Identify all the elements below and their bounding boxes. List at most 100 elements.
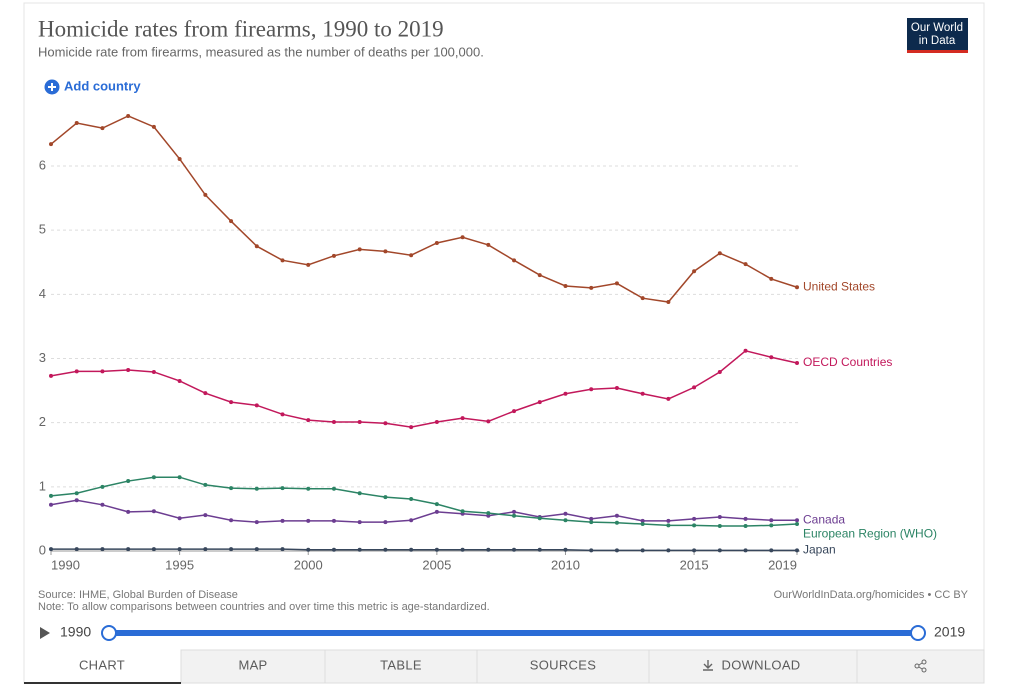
tab-label[interactable]: MAP [238, 657, 267, 672]
data-point [795, 548, 799, 553]
data-point [614, 548, 619, 553]
data-point [126, 509, 131, 514]
data-point [280, 258, 285, 263]
x-tick-label: 1990 [51, 557, 80, 572]
data-point [74, 491, 79, 496]
data-point [537, 516, 542, 521]
data-point [717, 548, 722, 553]
y-tick-label: 6 [39, 157, 46, 172]
data-point [383, 547, 388, 552]
play-button[interactable] [40, 627, 50, 639]
data-point [717, 369, 722, 374]
tab-label[interactable]: DOWNLOAD [722, 657, 801, 672]
data-point [434, 420, 439, 425]
data-point [589, 520, 594, 525]
data-point [383, 520, 388, 525]
y-tick-label: 3 [39, 350, 46, 365]
tab-label[interactable]: CHART [79, 657, 125, 672]
data-point [769, 548, 774, 553]
tab-label[interactable]: TABLE [380, 657, 422, 672]
data-point [151, 509, 156, 514]
add-country-button[interactable]: Add country [44, 78, 142, 95]
data-point [177, 156, 182, 161]
series-label: OECD Countries [803, 355, 892, 369]
data-point [383, 495, 388, 500]
logo[interactable] [907, 18, 968, 53]
data-point [49, 493, 53, 498]
x-tick-label: 2015 [680, 557, 709, 572]
data-point [512, 258, 517, 263]
timeline-end: 2019 [934, 624, 965, 640]
data-point [229, 518, 234, 523]
data-point [383, 249, 388, 254]
data-point [460, 235, 465, 240]
series-line [50, 499, 797, 523]
data-point [640, 548, 645, 553]
data-point [126, 479, 131, 484]
x-tick-label: 2005 [422, 557, 451, 572]
data-point [743, 348, 748, 353]
data-point [229, 219, 234, 224]
timeline-handle[interactable] [101, 625, 117, 641]
timeline-track[interactable] [108, 630, 918, 636]
series-line [50, 115, 798, 303]
data-point [692, 516, 697, 521]
data-point [331, 547, 336, 552]
data-point [331, 518, 336, 523]
series-line [51, 548, 797, 552]
timeline-handle[interactable] [910, 625, 926, 641]
data-point [203, 547, 208, 552]
timeline-start: 1990 [60, 624, 91, 640]
data-point [434, 509, 439, 514]
data-point [306, 518, 311, 523]
data-point [589, 516, 594, 521]
data-point [306, 486, 311, 491]
chart-subtitle: Homicide rate from firearms, measured as… [38, 44, 484, 59]
data-point [49, 373, 53, 378]
data-point [666, 548, 671, 553]
data-point [486, 511, 491, 516]
data-point [769, 355, 774, 360]
data-point [306, 547, 311, 552]
y-tick-label: 1 [39, 478, 46, 493]
tab-label[interactable]: SOURCES [530, 657, 596, 672]
data-point [357, 547, 362, 552]
data-point [126, 547, 131, 552]
data-point [74, 121, 79, 126]
card [23, 2, 985, 684]
data-point [795, 518, 799, 523]
data-point [331, 420, 336, 425]
share-icon[interactable] [914, 659, 927, 673]
data-point [460, 509, 465, 514]
series-label: Canada [803, 512, 845, 526]
data-point [280, 412, 285, 417]
data-point [769, 523, 774, 528]
chart-title: Homicide rates from firearms, 1990 to 20… [38, 16, 444, 41]
data-point [666, 523, 671, 528]
data-point [640, 391, 645, 396]
data-point [100, 126, 105, 131]
data-point [126, 368, 131, 373]
data-point [306, 418, 311, 423]
data-point [512, 513, 517, 518]
data-point [614, 520, 619, 525]
data-point [692, 385, 697, 390]
data-point [589, 387, 594, 392]
data-point [409, 425, 414, 430]
data-point [409, 518, 414, 523]
data-point [743, 523, 748, 528]
data-point [280, 486, 285, 491]
data-point [563, 511, 568, 516]
data-point [177, 475, 182, 480]
data-point [666, 300, 671, 305]
data-point [254, 244, 259, 249]
logo-text: Our World [911, 22, 963, 34]
data-point [717, 514, 722, 519]
data-point [769, 518, 774, 523]
logo-bar [907, 50, 968, 53]
data-point [512, 409, 517, 414]
data-point [512, 547, 517, 552]
data-point [409, 497, 414, 502]
data-point [640, 518, 645, 523]
data-point [486, 242, 491, 247]
